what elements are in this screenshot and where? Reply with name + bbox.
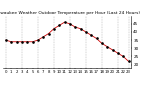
- Point: [101, 43, 103, 44]
- Point: [26, 41, 28, 42]
- Point: [117, 52, 119, 54]
- Point: [106, 46, 108, 47]
- Point: [37, 39, 39, 41]
- Point: [74, 26, 76, 28]
- Point: [90, 35, 92, 36]
- Point: [63, 21, 66, 23]
- Point: [58, 25, 60, 26]
- Point: [10, 41, 12, 42]
- Point: [85, 31, 87, 33]
- Point: [15, 41, 18, 42]
- Point: [69, 23, 71, 25]
- Point: [79, 28, 82, 29]
- Point: [53, 28, 55, 29]
- Point: [47, 33, 50, 34]
- Point: [42, 36, 44, 38]
- Point: [127, 61, 130, 62]
- Point: [122, 56, 124, 57]
- Title: Milwaukee Weather Outdoor Temperature per Hour (Last 24 Hours): Milwaukee Weather Outdoor Temperature pe…: [0, 11, 140, 15]
- Point: [5, 39, 7, 41]
- Point: [31, 41, 34, 42]
- Point: [111, 49, 114, 51]
- Point: [21, 41, 23, 42]
- Point: [95, 38, 98, 39]
